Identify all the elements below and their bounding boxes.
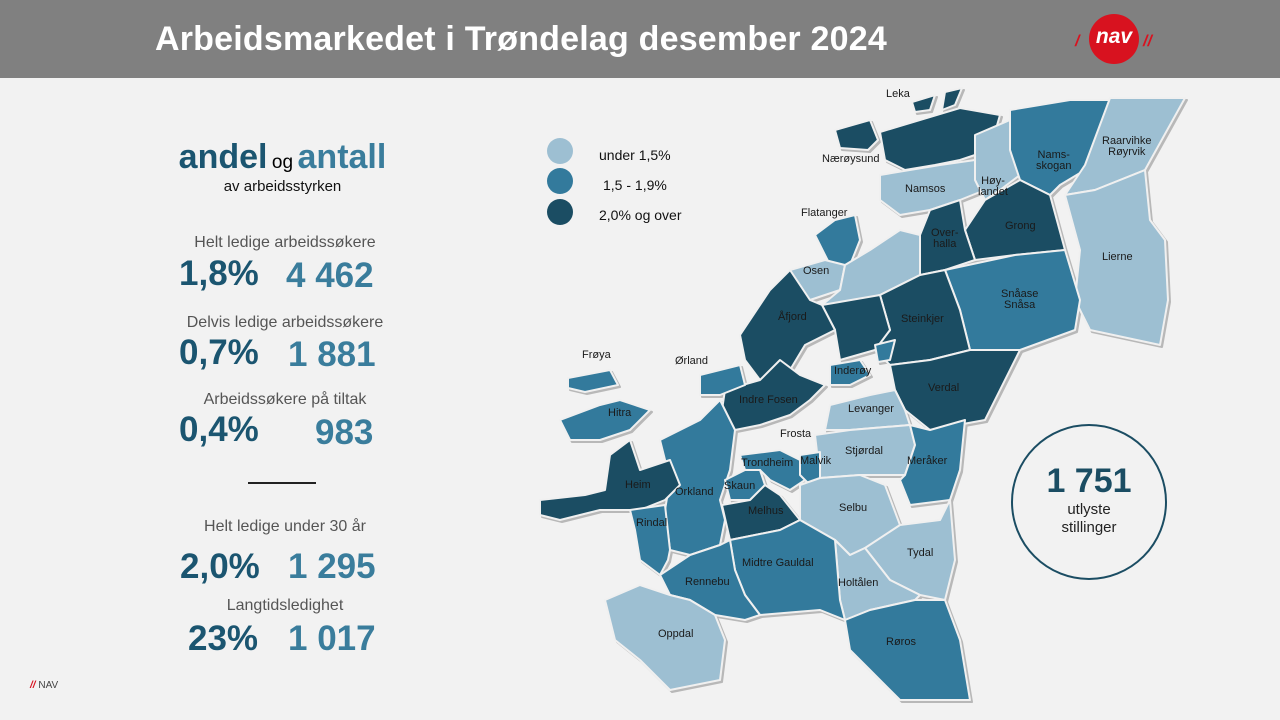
region-røros xyxy=(844,599,971,701)
stat-percent: 23% xyxy=(188,619,259,658)
map-label: Lierne xyxy=(1102,251,1133,263)
legend-swatch-dark xyxy=(547,199,573,225)
region-nams-skogan xyxy=(1009,99,1111,196)
map-label: Melhus xyxy=(748,505,784,517)
region-hitra xyxy=(559,399,651,441)
map-label: Nams- skogan xyxy=(1036,149,1072,172)
job-postings-count: 1 751 xyxy=(1046,462,1132,500)
map-label: Verdal xyxy=(928,382,960,394)
map-label: Røros xyxy=(886,636,916,648)
map-label: Flatanger xyxy=(801,207,848,219)
map-label: Steinkjer xyxy=(901,313,944,325)
map-label: Levanger xyxy=(848,403,894,415)
map-label: Frosta xyxy=(780,428,812,440)
heading-andel: andel xyxy=(178,138,268,176)
legend-label-dark: 2,0% og over xyxy=(599,207,682,223)
map-label: Leka xyxy=(886,88,910,100)
region-rindal xyxy=(629,504,671,576)
map-label: Snåase Snåsa xyxy=(1001,288,1039,311)
map-label: Midtre Gauldal xyxy=(742,557,814,569)
stat-percent: 0,4% xyxy=(179,410,259,449)
map-label: Orkland xyxy=(675,486,714,498)
region-nærøysund xyxy=(879,107,1001,171)
legend-swatch-medium xyxy=(547,168,573,194)
page-title: Arbeidsmarkedet i Trøndelag desember 202… xyxy=(155,20,887,58)
region-flatanger xyxy=(814,214,861,266)
stat-percent: 1,8% xyxy=(179,254,259,293)
region-nærøysund xyxy=(834,119,879,151)
stat-count: 1 881 xyxy=(288,335,376,374)
region-heim xyxy=(539,439,681,521)
logo-slash-left: / xyxy=(1075,33,1080,50)
stat-percent: 0,7% xyxy=(179,333,259,372)
map-label: Trondheim xyxy=(741,457,794,469)
map-label: Skaun xyxy=(724,480,756,492)
summary-heading: andel og antall xyxy=(160,138,405,177)
divider xyxy=(248,482,316,484)
heading-og: og xyxy=(271,152,294,173)
legend-label-medium: 1,5 - 1,9% xyxy=(603,177,667,193)
map-label: Frøya xyxy=(582,349,611,361)
footer-slashes: // xyxy=(30,680,36,691)
map-label: Raarvihke Røyrvik xyxy=(1102,135,1152,158)
region-inderøy xyxy=(829,359,871,386)
map-label: Rennebu xyxy=(685,576,730,588)
logo-text: nav xyxy=(1095,25,1133,48)
job-postings-label-2: stillinger xyxy=(1061,519,1117,536)
region-leka xyxy=(941,87,963,111)
stat-label: Helt ledige arbeidssøkere xyxy=(194,234,376,251)
map-label: Meråker xyxy=(907,455,948,467)
region-lierne xyxy=(1064,169,1169,346)
legend-label-light: under 1,5% xyxy=(599,147,671,163)
map-label: Ørland xyxy=(675,355,709,367)
map-label: Oppdal xyxy=(658,628,694,640)
map-label: Inderøy xyxy=(834,365,872,377)
stat-percent: 2,0% xyxy=(180,547,260,586)
region-oppdal xyxy=(604,584,726,691)
map-label: Nærøysund xyxy=(822,153,880,165)
stat-label: Arbeidssøkere på tiltak xyxy=(203,391,367,408)
map-label: Malvik xyxy=(800,455,832,467)
stat-count: 4 462 xyxy=(286,256,374,295)
map-label: Stjørdal xyxy=(845,445,883,457)
map-label: Indre Fosen xyxy=(739,394,798,406)
region-åfjord xyxy=(739,269,836,381)
legend-swatch-light xyxy=(547,138,573,164)
header-bar: Arbeidsmarkedet i Trøndelag desember 202… xyxy=(0,0,1280,78)
map-label: Selbu xyxy=(839,502,868,514)
map-label: Heim xyxy=(625,479,651,491)
stat-label: Delvis ledige arbeidssøkere xyxy=(186,314,384,331)
region-levanger xyxy=(824,389,911,431)
map-label: Åfjord xyxy=(778,311,807,323)
map-label: Grong xyxy=(1005,220,1036,232)
footer-text: NAV xyxy=(38,680,59,691)
map-label: Over- halla xyxy=(931,227,959,250)
footer-brand: // NAV xyxy=(30,680,58,691)
nav-logo: / nav // xyxy=(1075,14,1165,66)
region-meråker xyxy=(899,419,966,506)
job-postings-circle: 1 751 utlyste stillinger xyxy=(1011,424,1167,580)
region-leka xyxy=(911,94,936,113)
logo-slash-right: // xyxy=(1143,33,1152,50)
summary-subheading: av arbeidsstyrken xyxy=(223,178,342,195)
region-ørland xyxy=(699,364,746,396)
map-label: Holtålen xyxy=(838,577,879,589)
map-label: Osen xyxy=(803,265,830,277)
map-label: Høy- landet xyxy=(978,175,1008,198)
map-label: Tydal xyxy=(907,547,934,559)
stat-count: 983 xyxy=(315,413,374,452)
region-frøya xyxy=(567,369,619,393)
map-label: Namsos xyxy=(905,183,946,195)
logo-circle xyxy=(1089,14,1139,64)
heading-antall: antall xyxy=(297,138,387,176)
stat-label: Helt ledige under 30 år xyxy=(204,518,366,535)
job-postings-label-1: utlyste xyxy=(1067,501,1111,518)
region-inderøy xyxy=(874,339,896,363)
stat-count: 1 295 xyxy=(288,547,376,586)
map-label: Rindal xyxy=(636,517,668,529)
stat-count: 1 017 xyxy=(288,619,376,658)
map-label: Hitra xyxy=(608,407,632,419)
stat-label: Langtidsledighet xyxy=(226,597,344,614)
